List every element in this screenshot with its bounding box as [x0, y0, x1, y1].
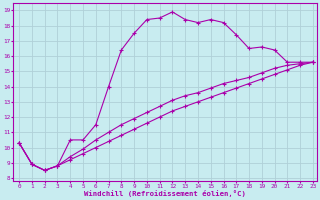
X-axis label: Windchill (Refroidissement éolien,°C): Windchill (Refroidissement éolien,°C): [84, 190, 246, 197]
